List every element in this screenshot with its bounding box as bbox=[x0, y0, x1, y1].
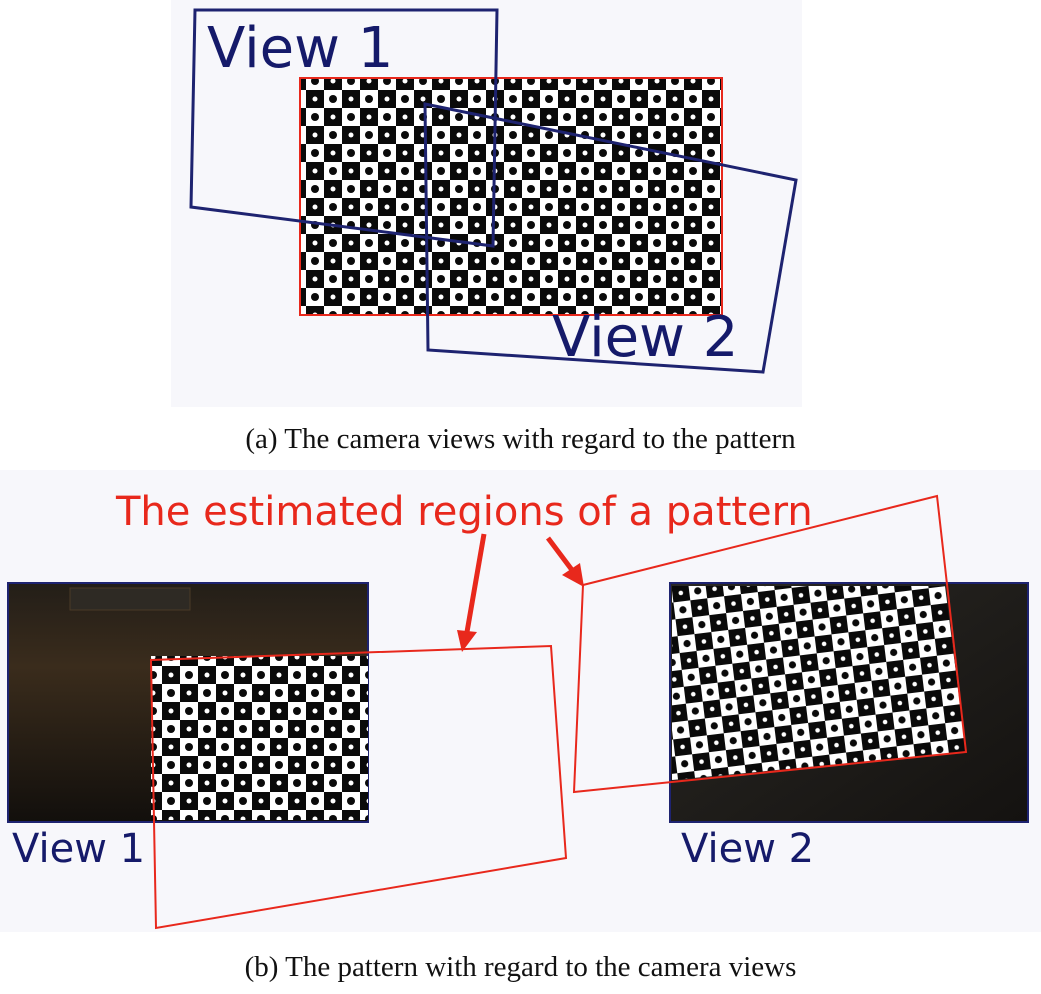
view2-pattern-image bbox=[672, 586, 966, 780]
panel-a-view2-label: View 2 bbox=[552, 305, 738, 370]
view1-ceiling-fixture bbox=[69, 587, 191, 611]
panel-a-view1-label: View 1 bbox=[207, 16, 393, 81]
caption-a: (a) The camera views with regard to the … bbox=[245, 423, 796, 455]
view1-pattern-image bbox=[151, 656, 368, 820]
caption-b: (b) The pattern with regard to the camer… bbox=[244, 951, 797, 983]
estimated-regions-title: The estimated regions of a pattern bbox=[115, 489, 813, 535]
arrow-to-view2-region-head bbox=[562, 563, 584, 587]
panel-b-view2-label: View 2 bbox=[681, 826, 814, 872]
panel-b-view1-label: View 1 bbox=[12, 826, 145, 872]
arrow-to-view1-region-head bbox=[457, 630, 477, 652]
view2-estimated-region bbox=[572, 494, 968, 794]
pattern-board bbox=[299, 77, 723, 316]
view2-frame bbox=[423, 102, 798, 374]
arrow-to-view2-region bbox=[546, 536, 574, 572]
view1-frame bbox=[189, 8, 499, 248]
arrow-to-view1-region bbox=[464, 533, 487, 633]
view1-estimated-region bbox=[149, 644, 568, 930]
